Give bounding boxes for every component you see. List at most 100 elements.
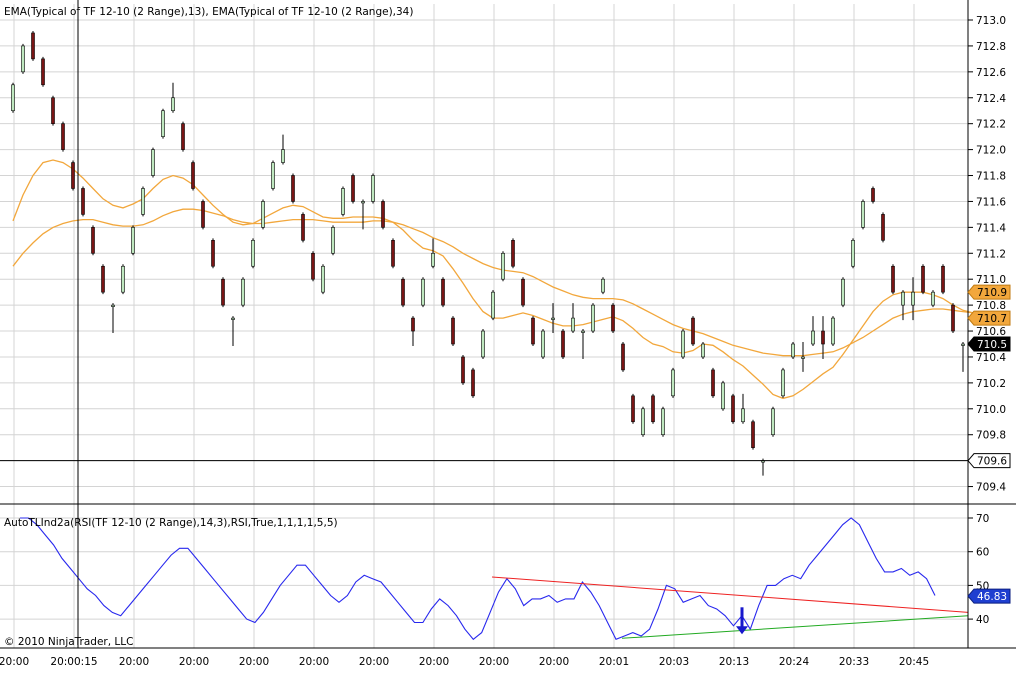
price-bar-down [711, 369, 715, 397]
price-bar-down [521, 278, 525, 306]
rsi-tick-label: 70 [976, 513, 989, 525]
price-tick-label: 711.0 [976, 274, 1006, 286]
price-bar-up [811, 330, 815, 345]
price-bar-down [611, 304, 615, 332]
price-bar-up [581, 330, 585, 333]
price-tick-label: 713.0 [976, 15, 1006, 27]
price-bar-up [591, 304, 595, 332]
price-bar-down [391, 240, 395, 267]
price-tick-label: 712.2 [976, 119, 1006, 131]
x-tick-label: 20:00 [299, 656, 329, 668]
price-bar-up [241, 278, 245, 306]
support-trendline [621, 615, 969, 639]
x-tick-label: 20:00 [359, 656, 389, 668]
price-bar-up [321, 265, 325, 293]
price-bar-down [651, 395, 655, 423]
price-badge [967, 336, 1011, 352]
price-bar-down [291, 175, 295, 202]
price-bar-down [41, 58, 45, 86]
price-tick-label: 711.2 [976, 248, 1006, 260]
price-bar-down [71, 162, 75, 189]
x-tick-label: 20:00 [239, 656, 269, 668]
price-bar-down [471, 369, 475, 397]
rsi-tick-label: 40 [976, 614, 989, 626]
price-bar-down [531, 317, 535, 345]
price-bars-layer [11, 30, 965, 476]
price-bar-up [771, 408, 775, 436]
price-bar-up [11, 84, 15, 112]
price-bar-up [701, 343, 705, 358]
price-tick-label: 710.0 [976, 404, 1006, 416]
x-tick-label: 20:01 [599, 656, 629, 668]
price-bar-up [781, 369, 785, 397]
x-tick-label: 20:00 [539, 656, 569, 668]
price-bar-up [661, 408, 665, 436]
price-bar-up [131, 227, 135, 254]
price-bar-down [181, 123, 185, 150]
price-bar-up [741, 408, 745, 423]
rsi-layer [20, 517, 969, 641]
price-bar-up [121, 265, 125, 293]
price-bar-down [731, 395, 735, 423]
price-bar-up [641, 408, 645, 436]
price-bar-up [231, 317, 235, 320]
rsi-value-badge [967, 588, 1011, 604]
price-bar-down [751, 421, 755, 448]
x-tick-label: 20:00 [419, 656, 449, 668]
price-bar-down [401, 278, 405, 306]
price-bar-down [561, 330, 565, 358]
price-bar-up [361, 201, 365, 204]
price-bar-down [871, 188, 875, 202]
price-tick-label: 709.4 [976, 482, 1006, 494]
price-bar-up [961, 343, 965, 346]
price-badge [967, 310, 1011, 326]
price-bar-down [211, 240, 215, 267]
price-tick-label: 712.8 [976, 41, 1006, 53]
x-tick-label: 20:00 [0, 656, 29, 668]
price-bar-up [491, 291, 495, 319]
price-badge [967, 284, 1011, 300]
price-bar-up [481, 330, 485, 358]
price-bar-down [61, 123, 65, 150]
price-bar-up [431, 252, 435, 267]
price-bar-up [281, 149, 285, 163]
price-bar-down [301, 214, 305, 241]
price-bar-down [81, 188, 85, 215]
price-bar-up [171, 97, 175, 112]
price-bar-down [921, 265, 925, 293]
price-tick-label: 709.8 [976, 430, 1006, 442]
price-bar-up [831, 317, 835, 345]
price-bar-up [421, 278, 425, 306]
price-bar-down [881, 214, 885, 241]
price-badge [967, 453, 1011, 469]
price-bar-down [951, 304, 955, 332]
price-bar-down [891, 265, 895, 293]
x-tick-label: 20:45 [899, 656, 929, 668]
price-bar-up [371, 175, 375, 202]
price-badge-label: 709.6 [977, 456, 1007, 468]
x-tick-label: 20:13 [719, 656, 749, 668]
x-tick-label: 20:00 [119, 656, 149, 668]
price-bar-up [601, 278, 605, 293]
price-bar-up [671, 369, 675, 397]
price-bar-down [451, 317, 455, 345]
price-tick-label: 711.6 [976, 196, 1006, 208]
price-bar-down [311, 252, 315, 280]
price-bar-down [201, 201, 205, 228]
price-bar-up [551, 317, 555, 320]
price-bar-up [341, 188, 345, 215]
price-bar-up [151, 149, 155, 176]
signal-arrow-head [736, 626, 748, 635]
price-bar-down [191, 162, 195, 189]
price-tick-label: 710.4 [976, 352, 1006, 364]
price-bar-down [221, 278, 225, 306]
price-bar-up [261, 201, 265, 228]
price-bar-up [801, 356, 805, 359]
x-tick-label: 20:00:15 [50, 656, 97, 668]
price-bar-up [271, 162, 275, 189]
ema-34-line [12, 208, 974, 357]
price-tick-label: 712.4 [976, 93, 1006, 105]
price-bar-down [691, 317, 695, 345]
price-bar-down [51, 97, 55, 124]
